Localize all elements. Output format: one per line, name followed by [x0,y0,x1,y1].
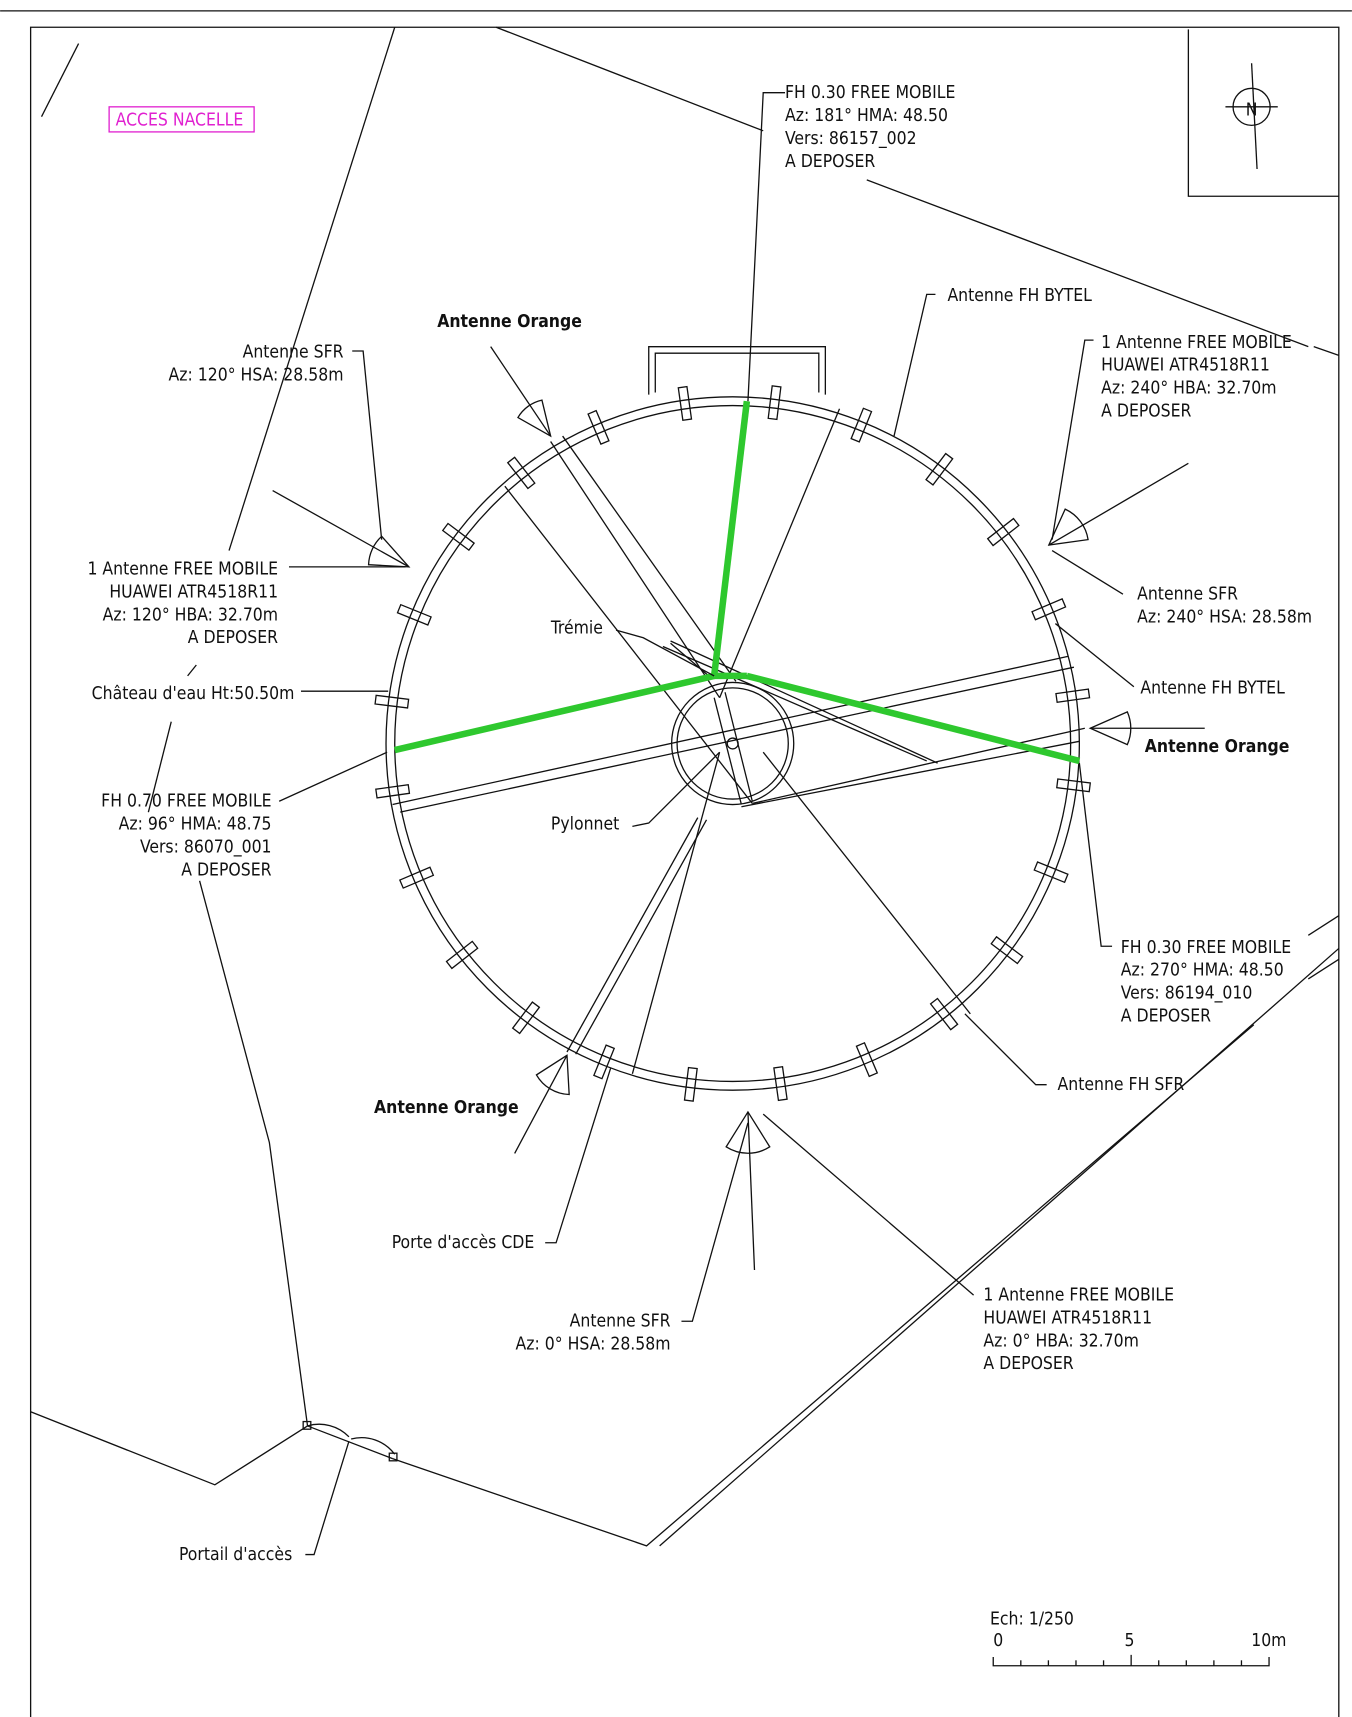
scale-tick-label: 10m [1251,1631,1286,1651]
annotation: FH 0.30 FREE MOBILE [1121,938,1291,958]
annotation: Vers: 86194_010 [1121,984,1253,1004]
annotation: A DEPOSER [181,860,271,880]
annotation: Az: 240° HSA: 28.58m [1137,607,1312,627]
annotation: Pylonnet [551,815,619,835]
annotation: Château d'eau Ht:50.50m [92,684,295,704]
annotation: Antenne Orange [1145,737,1290,757]
annotation: Antenne SFR [570,1312,671,1332]
annotation: Antenne SFR [1137,585,1238,605]
annotation: HUAWEI ATR4518R11 [983,1308,1152,1328]
annotation: Az: 0° HBA: 32.70m [983,1331,1138,1351]
annotation: ACCES NACELLE [116,110,244,130]
annotation: Porte d'accès CDE [392,1233,535,1253]
annotation: Antenne Orange [437,312,582,332]
scale-title: Ech: 1/250 [990,1609,1074,1629]
annotation: Az: 270° HMA: 48.50 [1121,961,1284,981]
annotation: FH 0.30 FREE MOBILE [785,83,955,103]
annotation: A DEPOSER [1101,401,1191,421]
north-label: N [1246,101,1258,121]
site-plan: N ACCES NACELLE FH 0.30 FREE MOBILE Az: 181… [0,0,1352,1717]
annotation: 1 Antenne FREE MOBILE [1101,333,1292,353]
annotation: A DEPOSER [1121,1006,1211,1026]
annotation: Antenne FH BYTEL [1140,678,1285,698]
annotation: Az: 96° HMA: 48.75 [119,815,272,835]
scale-tick-label: 5 [1125,1631,1135,1651]
annotation: HUAWEI ATR4518R11 [109,582,278,602]
scale-tick-label: 0 [993,1631,1003,1651]
annotation: Vers: 86070_001 [140,838,272,858]
annotation: FH 0.70 FREE MOBILE [101,792,271,812]
annotation: Portail d'accès [179,1545,292,1565]
annotation: Az: 0° HSA: 28.58m [516,1335,671,1355]
annotation: Antenne FH SFR [1058,1075,1185,1095]
annotation: A DEPOSER [188,628,278,648]
annotation: Az: 120° HBA: 32.70m [103,605,278,625]
annotation: Az: 240° HBA: 32.70m [1101,379,1276,399]
annotation: 1 Antenne FREE MOBILE [983,1286,1174,1306]
annotation: HUAWEI ATR4518R11 [1101,356,1270,376]
annotation: 1 Antenne FREE MOBILE [87,560,278,580]
annotation: A DEPOSER [785,152,875,172]
annotation: Az: 181° HMA: 48.50 [785,106,948,126]
annotation: Trémie [550,618,603,638]
annotation: Antenne Orange [374,1098,519,1118]
annotation: Az: 120° HSA: 28.58m [169,365,344,385]
background [0,0,1352,1717]
annotation: Vers: 86157_002 [785,129,917,149]
annotation: A DEPOSER [983,1354,1073,1374]
annotation: Antenne FH BYTEL [947,286,1092,306]
annotation: Antenne SFR [243,343,344,363]
